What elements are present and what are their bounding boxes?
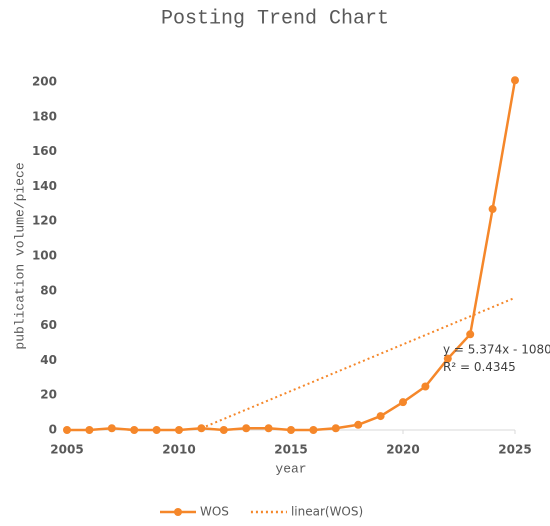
y-tick-label: 60 [40,318,57,332]
legend-marker [174,508,182,516]
data-point [488,205,497,214]
data-point [264,424,273,433]
data-point [175,426,183,434]
x-tick-label: 2005 [50,443,83,457]
y-tick-label: 0 [49,423,57,437]
y-tick-label: 160 [32,144,57,158]
y-tick-label: 140 [32,179,57,193]
data-point [152,426,161,434]
trend-line [201,296,516,430]
y-tick-label: 200 [32,75,57,89]
data-point [242,424,251,433]
data-point [399,398,407,407]
legend-label: WOS [200,505,229,519]
data-point [85,426,94,434]
data-point [376,412,385,421]
x-tick-label: 2015 [274,443,307,457]
y-tick-label: 120 [32,214,57,228]
y-tick-label: 40 [40,353,57,367]
y-tick-label: 100 [32,249,57,263]
data-line [67,80,517,432]
y-tick-label: 80 [40,283,57,297]
x-tick-label: 2010 [162,443,195,457]
data-point [443,354,452,363]
data-point [309,426,318,434]
x-axis-label: year [275,461,306,476]
data-point [511,76,519,85]
data-point [287,426,295,434]
data-point [421,382,430,391]
data-point [354,420,363,429]
y-axis-label: publication volume/piece [12,162,27,349]
x-tick-label: 2020 [386,443,419,457]
y-tick-label: 20 [40,388,57,402]
legend-label: linear(WOS) [291,505,363,519]
data-point [107,424,116,433]
data-point [466,330,475,339]
x-tick-label: 2025 [498,443,531,457]
data-point [63,426,71,434]
chart-title: Posting Trend Chart [161,7,389,30]
y-tick-label: 180 [32,109,57,123]
annotation: y = 5.374x - 10806 [443,342,550,356]
data-point [130,426,139,434]
data-point [219,426,228,434]
data-point [331,424,340,433]
annotation: R² = 0.4345 [443,360,516,374]
